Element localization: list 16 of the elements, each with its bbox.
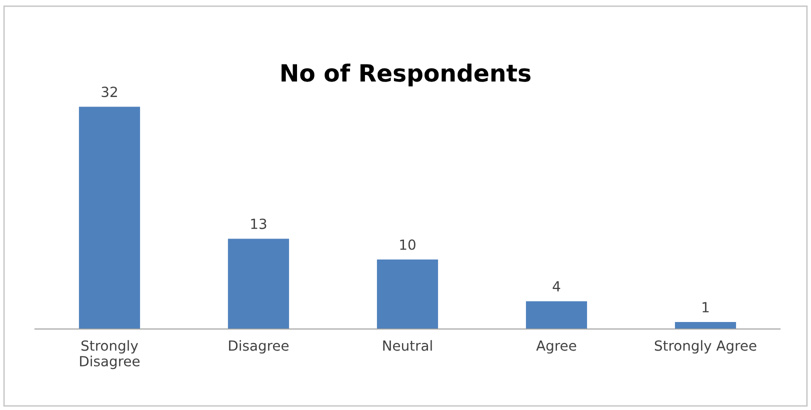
data-label: 10 bbox=[400, 239, 416, 250]
data-label: 4 bbox=[552, 281, 560, 292]
bar bbox=[674, 322, 736, 329]
x-tick-label: Agree bbox=[536, 340, 576, 354]
bar bbox=[228, 238, 290, 329]
chart-title: No of Respondents bbox=[282, 64, 530, 86]
x-tick-label: Strongly Agree bbox=[654, 340, 756, 354]
x-tick-label: Disagree bbox=[229, 340, 289, 354]
bar bbox=[526, 301, 588, 329]
x-tick-label: Neutral bbox=[383, 340, 432, 351]
data-label: 13 bbox=[251, 218, 266, 230]
data-label: 1 bbox=[702, 302, 709, 312]
data-label: 32 bbox=[102, 86, 117, 98]
bar bbox=[78, 106, 140, 329]
bar bbox=[376, 260, 438, 329]
x-tick-label: Strongly Disagree bbox=[80, 340, 140, 370]
